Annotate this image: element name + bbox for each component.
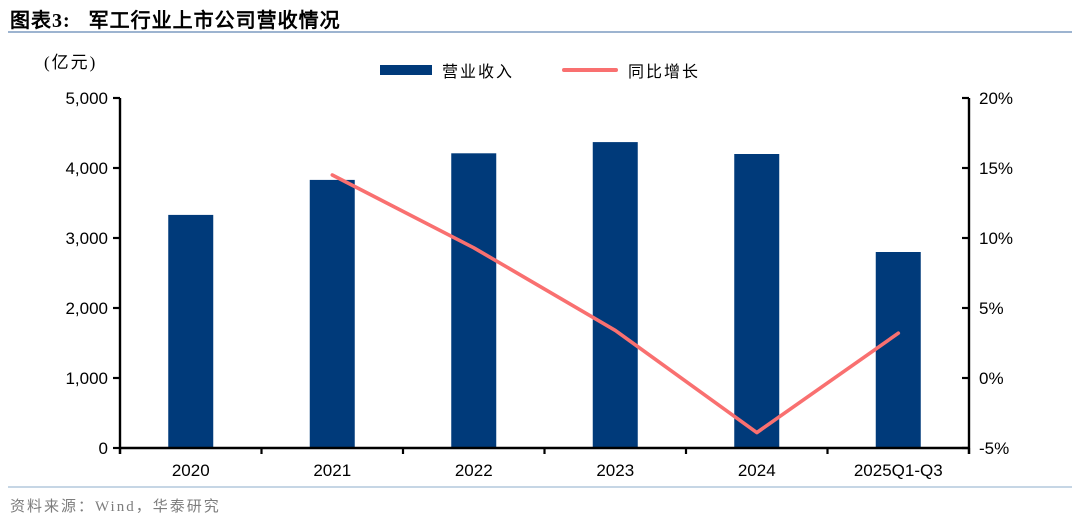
revenue-bar-2023	[592, 142, 638, 448]
y-axis-left-tick-label: 2,000	[65, 299, 108, 318]
footer-divider	[8, 486, 1072, 488]
line-swatch-icon	[562, 68, 618, 72]
chart-legend: 营业收入 同比增长	[0, 58, 1080, 82]
x-axis-tick-label: 2020	[172, 461, 210, 480]
y-axis-left-tick-label: 1,000	[65, 369, 108, 388]
left-axis-unit-label: (亿元)	[44, 53, 98, 72]
legend-label-revenue: 营业收入	[441, 64, 514, 81]
y-axis-left-tick-label: 0	[99, 439, 108, 458]
figure-header: 图表3: 军工行业上市公司营收情况	[10, 4, 341, 33]
bar-swatch-icon	[379, 65, 432, 75]
y-axis-right-tick-label: 5%	[979, 299, 1004, 318]
y-axis-right-tick-label: -5%	[979, 439, 1009, 458]
revenue-bar-2021	[309, 179, 355, 448]
x-axis-tick-label: 2022	[455, 461, 493, 480]
figure-title: 军工行业上市公司营收情况	[88, 10, 341, 32]
y-axis-left-tick-label: 5,000	[65, 89, 108, 108]
title-divider	[8, 31, 1072, 33]
revenue-bar-2020	[168, 214, 214, 448]
x-axis-tick-label: 2024	[738, 461, 776, 480]
x-axis-tick-label: 2025Q1-Q3	[854, 461, 943, 480]
y-axis-left-tick-label: 4,000	[65, 159, 108, 178]
y-axis-left-tick-label: 3,000	[65, 229, 108, 248]
y-axis-right-tick-label: 10%	[979, 229, 1013, 248]
revenue-bar-2022	[451, 153, 497, 449]
figure-label: 图表3:	[10, 10, 71, 32]
legend-item-growth: 同比增长	[562, 58, 700, 82]
growth-line	[330, 173, 901, 435]
y-axis-right-tick-label: 20%	[979, 89, 1013, 108]
y-axis-right-tick-label: 0%	[979, 369, 1004, 388]
revenue-bar-2024	[734, 154, 780, 448]
revenue-bar-2025Q1-Q3	[875, 252, 921, 448]
legend-item-revenue: 营业收入	[379, 58, 514, 82]
legend-label-growth: 同比增长	[628, 64, 701, 81]
x-axis-tick-label: 2021	[313, 461, 351, 480]
source-note: 资料来源：Wind，华泰研究	[10, 499, 221, 515]
y-axis-right-tick-label: 15%	[979, 159, 1013, 178]
x-axis-tick-label: 2023	[596, 461, 634, 480]
